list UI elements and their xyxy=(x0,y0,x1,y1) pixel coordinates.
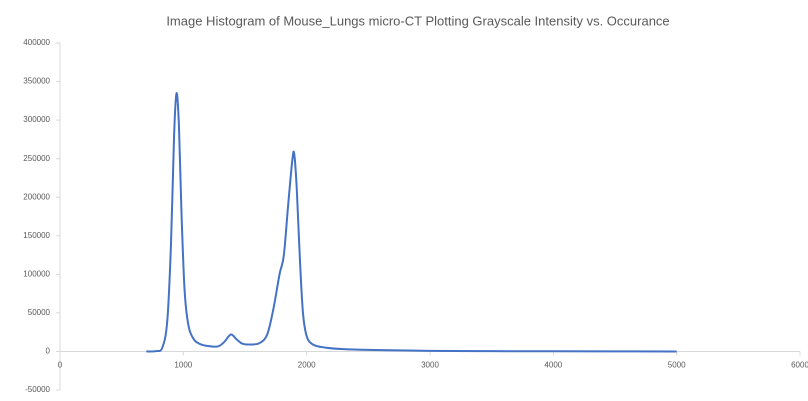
line-series xyxy=(146,92,677,353)
x-tick-label: 4000 xyxy=(544,361,562,370)
y-tick-label: 350000 xyxy=(23,77,50,86)
chart-title: Image Histogram of Mouse_Lungs micro-CT … xyxy=(166,13,669,28)
x-tick-label: 2000 xyxy=(298,361,316,370)
y-tick-label: 0 xyxy=(46,347,51,356)
y-tick-label: 50000 xyxy=(28,308,51,317)
y-tick-label: 400000 xyxy=(23,38,50,47)
y-tick-label: -50000 xyxy=(25,385,50,394)
y-tick-label: 250000 xyxy=(23,154,50,163)
x-tick-label: 1000 xyxy=(174,361,192,370)
y-tick-label: 200000 xyxy=(23,192,50,201)
y-tick-label: 150000 xyxy=(23,231,50,240)
x-tick-label: 0 xyxy=(58,361,63,370)
x-tick-label: 3000 xyxy=(421,361,439,370)
y-tick-label: 300000 xyxy=(23,115,50,124)
y-tick-label: 100000 xyxy=(23,269,50,278)
x-tick-label: 5000 xyxy=(668,361,686,370)
x-tick-label: 6000 xyxy=(791,361,808,370)
